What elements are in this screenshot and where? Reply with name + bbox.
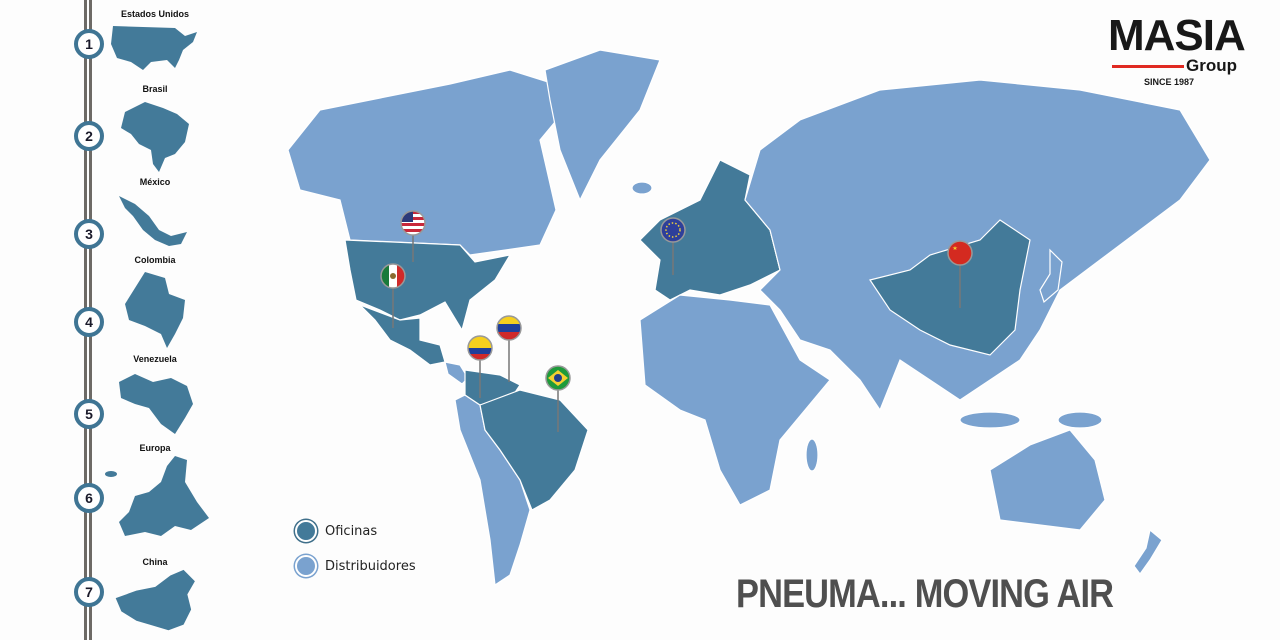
legend-distribuidores: Distribuidores — [295, 555, 416, 577]
region-brazil — [479, 389, 589, 511]
venezuela-flag-pin — [496, 315, 522, 341]
region-madagascar — [805, 438, 819, 472]
region-indonesia — [959, 411, 1021, 429]
legend-oficinas: Oficinas — [295, 520, 377, 542]
step-number: 3 — [74, 219, 104, 249]
step-number: 1 — [74, 29, 104, 59]
china-flag-pin — [947, 240, 973, 266]
brazil-flag-pin — [545, 365, 571, 391]
region-japan — [1039, 248, 1063, 304]
oficinas-swatch — [295, 520, 317, 542]
step-label: Venezuela — [133, 354, 177, 364]
step-number: 2 — [74, 121, 104, 151]
mexico-flag-pin — [380, 263, 406, 289]
step-number: 6 — [74, 483, 104, 513]
step-number: 4 — [74, 307, 104, 337]
usa-flag-pin — [400, 210, 426, 236]
region-new-zealand — [1133, 528, 1163, 576]
colombia-silhouette — [125, 272, 185, 348]
logo-since: SINCE 1987 — [1144, 77, 1195, 87]
logo-sub: Group — [1186, 56, 1237, 75]
usa-silhouette — [111, 26, 197, 70]
tagline: PNEUMA... MOVING AIR — [736, 572, 1114, 616]
venezuela-silhouette — [119, 374, 193, 434]
eu-flag-pin — [660, 217, 686, 243]
region-canada-alaska — [287, 69, 582, 256]
europe-silhouette — [105, 456, 209, 536]
region-iceland — [631, 181, 653, 195]
legend-label: Distribuidores — [325, 558, 416, 574]
step-label: Estados Unidos — [120, 9, 189, 19]
distribuidores-swatch — [295, 555, 317, 577]
logo-name: MASIA — [1108, 11, 1246, 60]
region-china — [869, 219, 1031, 356]
step-label: China — [142, 557, 168, 567]
step-number: 7 — [74, 577, 104, 607]
region-africa — [639, 294, 831, 506]
region-new-guinea — [1057, 411, 1103, 429]
step-number: 5 — [74, 399, 104, 429]
step-label: Europa — [139, 443, 171, 453]
region-usa — [344, 239, 512, 332]
step-label: Brasil — [142, 84, 168, 94]
brazil-silhouette — [121, 102, 189, 172]
logo-red-bar — [1112, 65, 1184, 68]
mexico-silhouette — [119, 196, 187, 246]
step-label: Colombia — [134, 255, 176, 265]
region-greenland — [544, 49, 661, 202]
region-australia — [989, 429, 1106, 531]
step-label: México — [139, 177, 171, 187]
legend-label: Oficinas — [325, 523, 378, 539]
china-silhouette — [115, 569, 195, 631]
masia-logo: MASIA Group SINCE 1987 — [1108, 11, 1248, 90]
colombia-flag-pin — [467, 335, 493, 361]
